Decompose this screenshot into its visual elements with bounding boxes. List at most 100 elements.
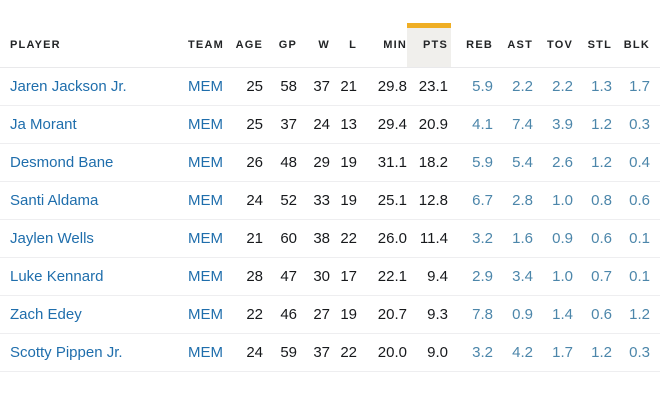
- cell-reb: 6.7: [451, 181, 496, 220]
- cell-pts: 12.8: [407, 181, 451, 220]
- cell-gp: 59: [263, 333, 297, 372]
- player-link[interactable]: Santi Aldama: [10, 191, 99, 209]
- column-header-player[interactable]: PLAYER: [0, 23, 178, 68]
- cell-age: 21: [230, 219, 263, 258]
- team-link[interactable]: MEM: [188, 343, 223, 361]
- player-link[interactable]: Luke Kennard: [10, 267, 104, 285]
- cell-tov: 0.9: [536, 219, 576, 258]
- cell-ast: 4.2: [496, 333, 536, 372]
- cell-ast: 1.6: [496, 219, 536, 258]
- cell-player: Scotty Pippen Jr.: [0, 333, 178, 372]
- cell-age: 25: [230, 67, 263, 106]
- team-link[interactable]: MEM: [188, 77, 223, 95]
- cell-stl: 0.6: [576, 295, 615, 334]
- column-header-pts[interactable]: PTS: [407, 23, 451, 68]
- column-header-gp[interactable]: GP: [263, 23, 297, 68]
- team-link[interactable]: MEM: [188, 229, 223, 247]
- player-link[interactable]: Zach Edey: [10, 305, 82, 323]
- cell-reb: 3.2: [451, 219, 496, 258]
- cell-w: 33: [297, 181, 330, 220]
- cell-l: 19: [330, 295, 357, 334]
- cell-ast: 3.4: [496, 257, 536, 296]
- player-link[interactable]: Desmond Bane: [10, 153, 114, 171]
- column-header-stl[interactable]: STL: [576, 23, 615, 68]
- column-header-reb[interactable]: REB: [451, 23, 496, 68]
- cell-blk: 0.4: [615, 143, 660, 182]
- cell-blk: 0.3: [615, 333, 660, 372]
- cell-pts: 9.0: [407, 333, 451, 372]
- cell-reb: 2.9: [451, 257, 496, 296]
- cell-pts: 11.4: [407, 219, 451, 258]
- cell-pts: 23.1: [407, 67, 451, 106]
- cell-w: 29: [297, 143, 330, 182]
- cell-blk: 0.3: [615, 105, 660, 144]
- player-link[interactable]: Jaren Jackson Jr.: [10, 77, 127, 95]
- cell-team: MEM: [178, 105, 230, 144]
- cell-stl: 0.6: [576, 219, 615, 258]
- cell-min: 29.8: [357, 67, 407, 106]
- column-header-blk[interactable]: BLK: [615, 23, 660, 68]
- cell-reb: 4.1: [451, 105, 496, 144]
- cell-player: Zach Edey: [0, 295, 178, 334]
- cell-team: MEM: [178, 219, 230, 258]
- cell-reb: 3.2: [451, 333, 496, 372]
- column-header-w[interactable]: W: [297, 23, 330, 68]
- cell-pts: 9.3: [407, 295, 451, 334]
- column-header-l[interactable]: L: [330, 23, 357, 68]
- team-link[interactable]: MEM: [188, 115, 223, 133]
- cell-player: Ja Morant: [0, 105, 178, 144]
- column-header-age[interactable]: AGE: [230, 23, 263, 68]
- table-body: Jaren Jackson Jr. MEM 25 58 37 21 29.8 23.1 5.9 2…: [0, 67, 660, 372]
- team-link[interactable]: MEM: [188, 305, 223, 323]
- cell-ast: 0.9: [496, 295, 536, 334]
- cell-stl: 1.2: [576, 143, 615, 182]
- cell-gp: 47: [263, 257, 297, 296]
- cell-age: 24: [230, 181, 263, 220]
- team-link[interactable]: MEM: [188, 191, 223, 209]
- table-row: Jaylen Wells MEM 21 60 38 22 26.0 11.4 3.2 1.6 0.9…: [0, 219, 660, 258]
- cell-min: 20.0: [357, 333, 407, 372]
- cell-stl: 0.8: [576, 181, 615, 220]
- column-header-min[interactable]: MIN: [357, 23, 407, 68]
- cell-l: 13: [330, 105, 357, 144]
- column-header-ast[interactable]: AST: [496, 23, 536, 68]
- cell-blk: 1.2: [615, 295, 660, 334]
- cell-min: 20.7: [357, 295, 407, 334]
- cell-min: 29.4: [357, 105, 407, 144]
- cell-min: 22.1: [357, 257, 407, 296]
- cell-min: 31.1: [357, 143, 407, 182]
- cell-w: 37: [297, 333, 330, 372]
- cell-blk: 0.6: [615, 181, 660, 220]
- cell-l: 21: [330, 67, 357, 106]
- table-header: PLAYER TEAM AGE GP W L MIN PTS REB AST TOV STL BLK: [0, 23, 660, 68]
- player-link[interactable]: Ja Morant: [10, 115, 77, 133]
- stats-table: PLAYER TEAM AGE GP W L MIN PTS REB AST TOV STL BLK J…: [0, 23, 660, 372]
- cell-stl: 1.3: [576, 67, 615, 106]
- cell-tov: 1.7: [536, 333, 576, 372]
- cell-age: 26: [230, 143, 263, 182]
- column-header-tov[interactable]: TOV: [536, 23, 576, 68]
- cell-gp: 37: [263, 105, 297, 144]
- player-link[interactable]: Jaylen Wells: [10, 229, 94, 247]
- cell-w: 24: [297, 105, 330, 144]
- cell-ast: 2.8: [496, 181, 536, 220]
- cell-player: Desmond Bane: [0, 143, 178, 182]
- team-link[interactable]: MEM: [188, 267, 223, 285]
- cell-ast: 7.4: [496, 105, 536, 144]
- table-row: Desmond Bane MEM 26 48 29 19 31.1 18.2 5.9 5.4 2.6…: [0, 143, 660, 182]
- cell-w: 38: [297, 219, 330, 258]
- cell-team: MEM: [178, 295, 230, 334]
- cell-gp: 58: [263, 67, 297, 106]
- player-link[interactable]: Scotty Pippen Jr.: [10, 343, 123, 361]
- cell-tov: 2.2: [536, 67, 576, 106]
- table-row: Santi Aldama MEM 24 52 33 19 25.1 12.8 6.7 2.8 1.0…: [0, 181, 660, 220]
- cell-player: Jaren Jackson Jr.: [0, 67, 178, 106]
- cell-blk: 1.7: [615, 67, 660, 106]
- cell-l: 17: [330, 257, 357, 296]
- header-row: PLAYER TEAM AGE GP W L MIN PTS REB AST TOV STL BLK: [0, 23, 660, 68]
- table-row: Zach Edey MEM 22 46 27 19 20.7 9.3 7.8 0.9 1.4 0.6 1…: [0, 295, 660, 334]
- column-header-team[interactable]: TEAM: [178, 23, 230, 68]
- team-link[interactable]: MEM: [188, 153, 223, 171]
- player-stats-panel: PLAYER TEAM AGE GP W L MIN PTS REB AST TOV STL BLK J…: [0, 23, 660, 372]
- cell-w: 30: [297, 257, 330, 296]
